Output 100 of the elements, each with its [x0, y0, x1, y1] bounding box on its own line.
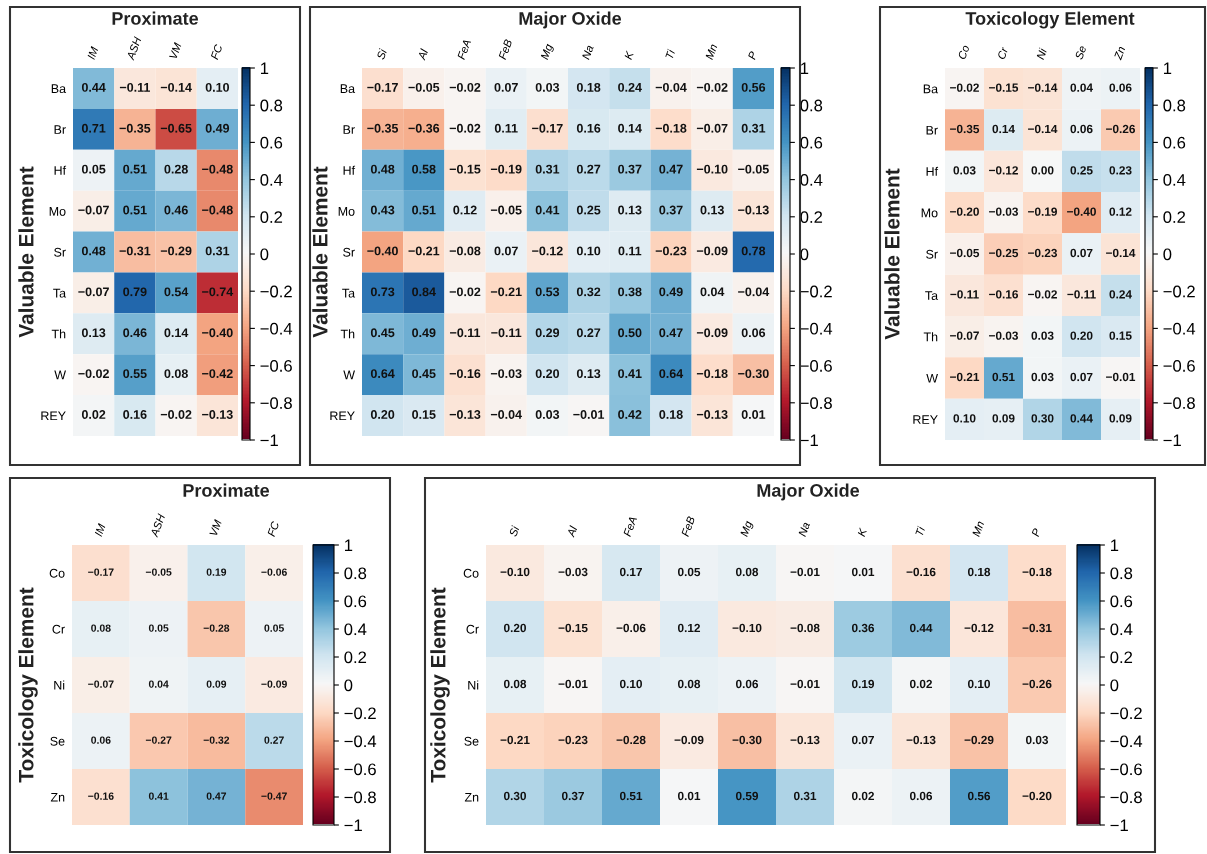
x-tick-label: FC	[267, 520, 280, 537]
data-label: −0.06	[261, 568, 287, 576]
data-label: −0.02	[449, 287, 481, 297]
color-bar-label: 0.2	[800, 211, 823, 223]
x-tick-label: Mn	[971, 520, 985, 537]
data-label: −0.21	[408, 246, 440, 256]
data-label: −0.01	[1106, 372, 1136, 382]
data-label: −0.10	[696, 164, 728, 174]
y-tick-label: Ta	[342, 288, 356, 298]
color-bar-label: 0.8	[800, 99, 823, 112]
x-tick-label: Cr	[997, 46, 1009, 60]
data-label: 0.46	[164, 205, 188, 215]
data-label: 0.20	[1070, 331, 1093, 340]
color-bar-label: 0.6	[344, 595, 367, 608]
data-label: −0.19	[1028, 207, 1057, 216]
data-label: 0.51	[412, 205, 436, 215]
data-label: 0.19	[206, 568, 227, 576]
data-label: 0.10	[967, 679, 991, 689]
color-bar-label: 0.2	[1163, 211, 1186, 223]
data-label: 0.44	[1070, 414, 1093, 423]
data-label: 0.47	[206, 792, 227, 800]
data-label: 0.08	[164, 369, 188, 379]
x-tick-label: VM	[169, 41, 182, 60]
data-label: −0.13	[906, 735, 936, 745]
data-label: 0.30	[1031, 414, 1054, 423]
x-tick-label: FeA	[623, 516, 638, 537]
data-label: 0.54	[164, 287, 189, 297]
data-label: −0.35	[119, 123, 151, 133]
data-label: −0.08	[790, 623, 820, 633]
data-label: −0.03	[989, 207, 1019, 216]
x-tick-label: Mg	[739, 520, 755, 538]
data-label: −0.16	[989, 290, 1019, 299]
data-label: 0.07	[851, 735, 874, 745]
y-tick-label: Sr	[54, 247, 66, 257]
data-label: −0.18	[655, 123, 687, 133]
data-label: 0.05	[677, 567, 701, 577]
color-bar-label: −0.8	[1110, 791, 1142, 804]
data-label: 0.13	[81, 328, 106, 338]
x-tick-label: P	[1031, 527, 1041, 537]
y-tick-label: Co	[463, 568, 479, 578]
color-bar-label: −0.6	[1163, 360, 1195, 372]
data-label: −0.13	[202, 410, 233, 419]
data-label: 0.07	[494, 82, 518, 92]
data-label: 0.06	[91, 736, 111, 744]
data-label: 0.04	[700, 287, 725, 297]
data-label: 0.27	[264, 736, 284, 744]
data-label: 0.13	[618, 205, 642, 215]
data-label: −0.01	[790, 567, 820, 577]
data-label: −0.48	[202, 205, 233, 215]
data-label: 0.06	[1070, 124, 1093, 134]
data-label: 0.12	[453, 205, 477, 215]
data-label: −0.09	[674, 735, 704, 745]
data-label: 0.37	[659, 205, 683, 215]
data-label: 0.18	[576, 82, 601, 92]
y-tick-label: Th	[340, 329, 355, 339]
color-bar-label: −1	[800, 434, 818, 447]
x-tick-label: FC	[210, 43, 223, 60]
data-label: −0.07	[88, 680, 114, 688]
data-label: −0.16	[906, 567, 936, 577]
color-bar-label: −0.6	[1110, 763, 1142, 776]
data-label: 0.06	[909, 791, 933, 801]
data-label: 0.58	[412, 164, 436, 174]
data-label: 0.41	[618, 369, 642, 379]
color-bar-label: 0	[1163, 248, 1172, 261]
data-label: −0.31	[119, 246, 151, 256]
data-label: 0.28	[164, 164, 188, 174]
y-tick-label: Br	[54, 125, 66, 134]
color-bar-label: −0.2	[344, 707, 376, 720]
data-label: −0.26	[1106, 124, 1136, 134]
data-label: −0.42	[202, 369, 233, 379]
data-label: 0.09	[1109, 414, 1132, 423]
color-bar-label: −1	[1110, 819, 1128, 832]
color-bar-label: −0.4	[260, 322, 293, 335]
y-tick-label: Mo	[921, 208, 938, 218]
y-tick-label: Zn	[50, 792, 65, 802]
y-tick-label: Br	[926, 125, 938, 135]
data-label: 0.31	[793, 791, 817, 801]
data-label: 0.24	[1109, 290, 1132, 299]
chart-title: Major Oxide	[519, 11, 622, 29]
data-label: 0.50	[618, 328, 642, 338]
data-label: 0.20	[535, 369, 560, 379]
color-bar-label: 1	[1163, 62, 1172, 75]
data-label: −0.09	[696, 246, 728, 256]
data-label: −0.09	[261, 680, 287, 688]
color-bar-label: 0.6	[260, 136, 283, 149]
x-tick-label: Co	[957, 44, 970, 60]
y-tick-label: W	[343, 370, 356, 380]
data-label: −0.05	[408, 82, 440, 92]
data-label: 0.24	[618, 82, 642, 92]
color-bar-label: 0	[1110, 679, 1119, 692]
data-label: −0.01	[790, 679, 820, 689]
y-tick-label: Sr	[926, 249, 938, 259]
data-label: 0.38	[618, 287, 642, 297]
data-label: 0.10	[619, 679, 643, 689]
data-label: 0.02	[851, 791, 875, 801]
data-label: −0.02	[449, 82, 481, 92]
data-label: −0.21	[500, 735, 530, 745]
data-label: 0.06	[741, 328, 766, 338]
y-tick-label: Co	[49, 568, 65, 578]
data-label: −0.07	[950, 331, 979, 340]
